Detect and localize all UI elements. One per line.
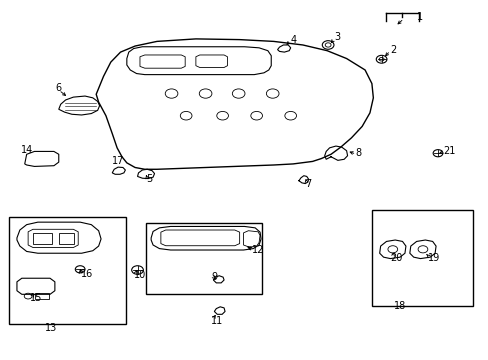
Text: 20: 20 <box>389 252 402 262</box>
Text: 12: 12 <box>252 246 264 255</box>
Text: 7: 7 <box>304 179 310 189</box>
Text: 6: 6 <box>56 83 62 93</box>
Text: 8: 8 <box>355 148 361 158</box>
Text: 17: 17 <box>112 157 124 166</box>
Bar <box>59 233 74 244</box>
Text: 10: 10 <box>133 270 145 280</box>
Text: 14: 14 <box>21 145 33 155</box>
Text: 16: 16 <box>81 269 93 279</box>
Text: 21: 21 <box>442 146 454 156</box>
Text: 2: 2 <box>389 45 396 55</box>
Bar <box>9 217 126 324</box>
Text: 15: 15 <box>30 293 42 303</box>
Text: 1: 1 <box>416 13 423 22</box>
Text: 5: 5 <box>146 174 152 184</box>
Bar <box>371 210 472 306</box>
Bar <box>146 223 262 294</box>
Text: 13: 13 <box>45 323 57 333</box>
Text: 19: 19 <box>427 252 439 262</box>
Text: 18: 18 <box>393 301 406 311</box>
Bar <box>33 233 52 244</box>
Text: 11: 11 <box>211 316 223 326</box>
Text: 3: 3 <box>334 32 340 42</box>
Text: 9: 9 <box>211 272 217 282</box>
Bar <box>35 293 49 298</box>
Text: 4: 4 <box>290 35 296 45</box>
